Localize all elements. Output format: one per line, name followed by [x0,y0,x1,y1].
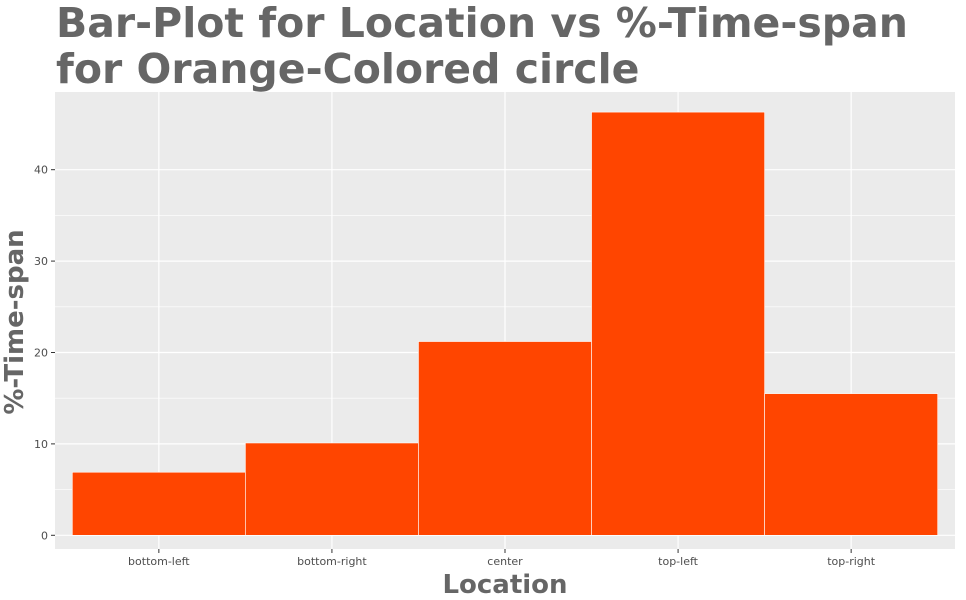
x-tick-label: top-right [827,555,876,568]
y-tick-label: 0 [41,529,48,542]
y-tick-label: 10 [34,438,48,451]
y-axis-title: %-Time-span [0,229,30,414]
x-tick-label: bottom-right [297,555,367,568]
y-axis-ticks: 0 10 20 30 40 [34,164,55,542]
bar-bottom-right [245,442,419,536]
x-axis-title: Location [442,570,567,600]
y-tick-label: 30 [34,255,48,268]
chart-title-line-1: Bar-Plot for Location vs %-Time-span [56,0,908,47]
x-tick-label: bottom-left [128,555,190,568]
x-axis-ticks: bottom-left bottom-right center top-left top… [128,549,876,568]
y-tick-label: 20 [34,346,48,359]
bar-top-right [764,393,938,536]
y-tick-label: 40 [34,164,48,177]
chart-title-line-2: for Orange-Colored circle [56,45,640,93]
x-tick-label: top-left [658,555,698,568]
bar-bottom-left [72,471,246,536]
x-tick-label: center [487,555,523,568]
bars [72,111,938,536]
bar-top-left [591,111,765,536]
chart-title: Bar-Plot for Location vs %-Time-span for… [56,0,908,92]
bar-center [418,341,592,536]
